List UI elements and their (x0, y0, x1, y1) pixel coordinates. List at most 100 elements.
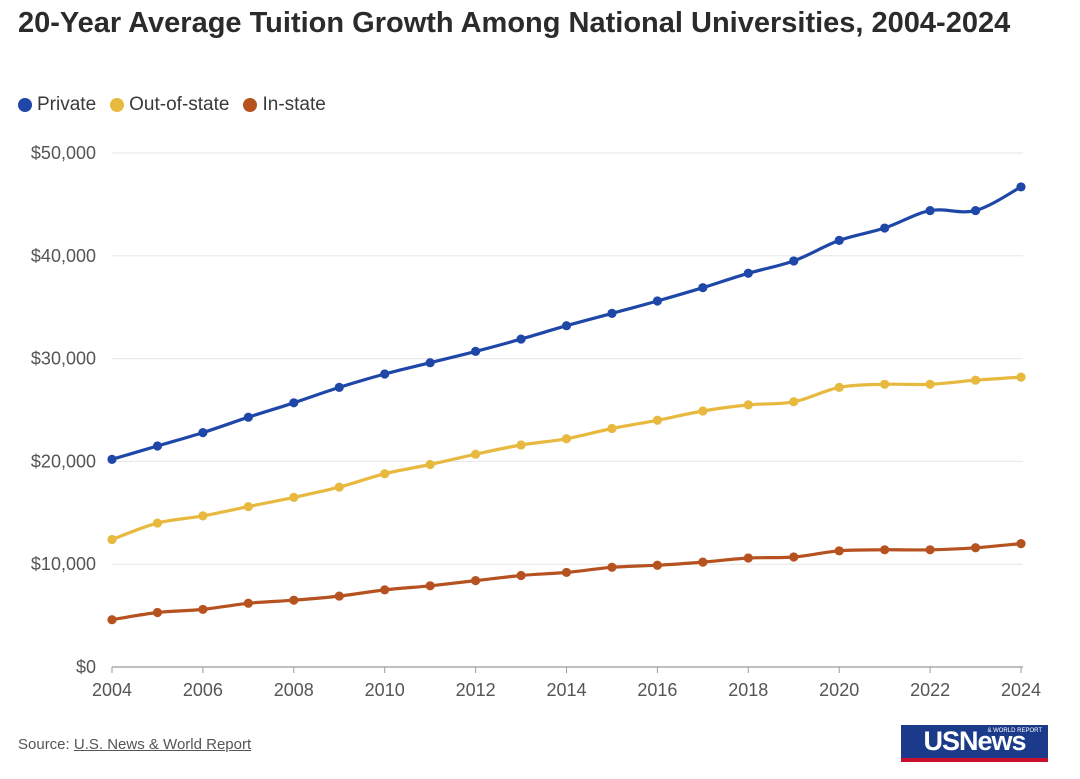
x-tick-label: 2018 (728, 680, 768, 700)
x-tick-label: 2022 (910, 680, 950, 700)
data-point-private (334, 382, 344, 392)
data-point-out-of-state (652, 415, 663, 425)
data-point-private (925, 205, 935, 216)
y-tick-label: $10,000 (31, 554, 96, 574)
data-point-private (107, 454, 117, 464)
data-point-private (289, 398, 299, 408)
data-point-out-of-state (925, 379, 935, 389)
data-point-in-state (834, 546, 844, 556)
data-point-private (425, 358, 435, 368)
data-point-in-state (970, 543, 981, 553)
data-point-private (152, 441, 163, 451)
x-tick-label: 2004 (92, 680, 132, 700)
data-point-private (198, 428, 208, 438)
data-point-out-of-state (789, 397, 799, 407)
x-tick-label: 2008 (274, 680, 314, 700)
y-tick-label: $50,000 (31, 143, 96, 163)
legend-item-private: Private (18, 94, 96, 116)
data-point-private (516, 334, 526, 344)
data-point-private (834, 235, 844, 245)
source-note: Source: U.S. News & World Report (18, 736, 251, 753)
data-point-private (561, 321, 572, 331)
data-point-out-of-state (607, 423, 617, 434)
data-point-out-of-state (152, 518, 163, 528)
data-point-in-state (516, 570, 526, 581)
data-point-out-of-state (880, 379, 890, 389)
data-point-out-of-state (970, 375, 981, 385)
legend-item-out-of-state: Out-of-state (110, 94, 229, 116)
source-label: Source: (18, 736, 70, 753)
data-point-in-state (698, 557, 708, 567)
data-point-in-state (152, 607, 163, 618)
data-point-private (743, 268, 753, 278)
data-point-out-of-state (425, 459, 435, 470)
data-point-in-state (243, 598, 253, 608)
data-point-private (652, 296, 663, 306)
data-point-in-state (425, 581, 435, 591)
data-point-out-of-state (289, 492, 299, 502)
legend-swatch-private (18, 98, 32, 112)
chart-title: 20-Year Average Tuition Growth Among Nat… (18, 7, 1011, 39)
legend-label-out-of-state: Out-of-state (129, 94, 230, 115)
y-tick-label: $30,000 (31, 349, 96, 369)
data-point-in-state (380, 585, 390, 595)
y-tick-label: $40,000 (31, 246, 96, 266)
data-point-private (1016, 182, 1026, 192)
data-point-out-of-state (198, 511, 208, 521)
x-tick-label: 2020 (819, 680, 859, 700)
data-point-out-of-state (561, 434, 572, 444)
data-point-private (243, 412, 253, 422)
data-point-in-state (471, 576, 481, 586)
legend-label-in-state: In-state (262, 94, 326, 115)
legend: Private Out-of-state In-state (18, 94, 326, 116)
data-point-private (970, 205, 981, 216)
series-line-out-of-state (110, 375, 1023, 542)
data-point-in-state (925, 545, 935, 555)
data-point-out-of-state (334, 482, 344, 492)
data-point-out-of-state (471, 449, 481, 459)
y-tick-label: $20,000 (31, 451, 96, 471)
legend-swatch-out-of-state (110, 98, 125, 112)
data-point-out-of-state (243, 502, 253, 512)
data-point-out-of-state (743, 400, 753, 410)
data-point-in-state (789, 552, 799, 562)
data-point-in-state (1016, 539, 1026, 549)
data-point-in-state (880, 545, 890, 555)
logo-subtext: & WORLD REPORT (987, 728, 1042, 734)
data-point-out-of-state (698, 406, 708, 416)
data-point-in-state (198, 604, 208, 615)
data-point-out-of-state (834, 382, 844, 392)
x-tick-label: 2014 (546, 680, 586, 700)
legend-label-private: Private (37, 94, 97, 115)
x-tick-label: 2012 (456, 680, 496, 700)
legend-swatch-in-state (243, 98, 258, 112)
series-line-in-state (110, 542, 1023, 622)
y-tick-label: $0 (76, 657, 96, 677)
x-tick-label: 2016 (637, 680, 677, 700)
data-point-out-of-state (107, 534, 117, 545)
data-point-private (607, 308, 617, 318)
data-point-private (880, 223, 890, 233)
data-point-out-of-state (1016, 372, 1026, 382)
data-point-in-state (107, 615, 117, 625)
x-tick-label: 2010 (365, 680, 405, 700)
usnews-logo: USNews & WORLD REPORT (901, 725, 1048, 762)
data-point-out-of-state (380, 469, 390, 479)
data-point-private (789, 256, 799, 266)
x-tick-label: 2024 (1001, 680, 1041, 700)
data-point-in-state (334, 591, 344, 601)
x-tick-label: 2006 (183, 680, 223, 700)
data-point-in-state (652, 560, 663, 570)
line-chart: $0 $10,000 $20,000 $30,000 $40,000 $50,000 200… (31, 143, 1041, 700)
source-link[interactable]: U.S. News & World Report (73, 736, 252, 753)
data-point-out-of-state (516, 440, 526, 450)
data-point-private (380, 369, 390, 379)
data-point-in-state (607, 562, 617, 572)
data-point-in-state (743, 553, 753, 563)
legend-item-in-state: In-state (243, 94, 326, 116)
data-point-in-state (561, 567, 572, 578)
logo-text: USNews (923, 726, 1026, 756)
data-point-private (698, 283, 708, 293)
data-point-private (471, 346, 481, 357)
data-point-in-state (289, 595, 299, 605)
